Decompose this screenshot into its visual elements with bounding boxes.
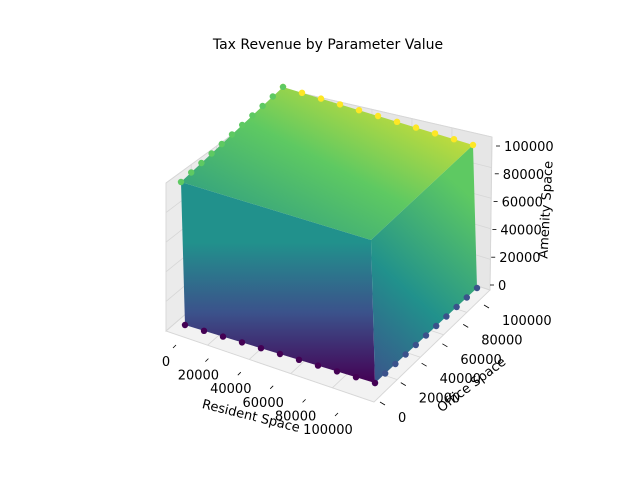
z-tick-label: 40000 bbox=[500, 223, 541, 238]
data-point bbox=[463, 294, 470, 301]
data-point bbox=[412, 124, 420, 131]
grid-line bbox=[373, 289, 491, 403]
x-tick-label: 80000 bbox=[275, 409, 316, 424]
y-tick-label: 40000 bbox=[440, 372, 481, 387]
x-tick-mark bbox=[237, 371, 242, 376]
data-point bbox=[188, 169, 195, 176]
data-point bbox=[412, 341, 419, 349]
data-point bbox=[238, 339, 246, 346]
y-tick-mark bbox=[462, 324, 469, 328]
data-point bbox=[298, 89, 306, 97]
data-point bbox=[352, 374, 360, 381]
y-tick-label: 100000 bbox=[502, 314, 552, 329]
z-axis-label: Amenity Space bbox=[536, 161, 556, 260]
z-tick-label: 100000 bbox=[504, 140, 554, 155]
axis-ticks: 0200004000060000800001000000200004000060… bbox=[162, 140, 554, 438]
data-point bbox=[249, 112, 256, 119]
data-point bbox=[198, 159, 205, 167]
data-point bbox=[336, 101, 344, 108]
y-tick-mark bbox=[421, 362, 427, 367]
data-point bbox=[433, 322, 440, 330]
cube-side-face bbox=[371, 145, 477, 383]
data-point bbox=[450, 136, 458, 143]
x-tick-label: 100000 bbox=[303, 423, 353, 438]
y-tick-mark bbox=[379, 401, 386, 406]
data-point bbox=[279, 83, 287, 91]
grid-line bbox=[165, 330, 375, 403]
x-tick-label: 20000 bbox=[178, 369, 219, 384]
data-point bbox=[402, 351, 409, 358]
data-point bbox=[276, 350, 284, 358]
z-tick-label: 20000 bbox=[499, 251, 540, 266]
y-tick-mark bbox=[400, 382, 407, 386]
y-tick-mark bbox=[483, 304, 490, 309]
x-tick-mark bbox=[269, 385, 274, 390]
data-point bbox=[392, 360, 399, 368]
chart-title: Tax Revenue by Parameter Value bbox=[212, 37, 443, 53]
cube-front-face bbox=[181, 182, 375, 383]
data-point bbox=[374, 112, 382, 120]
grid-line bbox=[489, 136, 493, 291]
data-point bbox=[177, 178, 185, 186]
y-tick-label: 60000 bbox=[460, 353, 501, 368]
grid-line bbox=[291, 90, 493, 138]
data-point bbox=[269, 93, 276, 100]
data-point bbox=[218, 140, 225, 148]
data-point bbox=[219, 333, 227, 340]
data-point bbox=[422, 332, 430, 339]
data-point bbox=[200, 327, 208, 334]
data-point bbox=[473, 284, 481, 292]
data-point bbox=[181, 321, 189, 329]
z-tick-label: 80000 bbox=[503, 168, 544, 183]
x-tick-label: 40000 bbox=[210, 382, 251, 397]
data-point bbox=[453, 303, 460, 311]
data-point bbox=[371, 379, 379, 387]
y-tick-label: 0 bbox=[398, 411, 406, 426]
data-point bbox=[382, 370, 389, 377]
x-tick-label: 0 bbox=[162, 355, 170, 370]
data-point bbox=[314, 362, 322, 369]
data-point bbox=[355, 107, 363, 114]
data-point bbox=[469, 141, 477, 149]
data-point bbox=[208, 150, 215, 157]
data-point bbox=[393, 118, 401, 126]
data-point bbox=[239, 121, 246, 129]
x-tick-mark bbox=[172, 344, 177, 349]
data-points-surface bbox=[177, 83, 481, 387]
data-point bbox=[431, 130, 439, 137]
y-tick-mark bbox=[442, 343, 448, 348]
x-tick-mark bbox=[205, 358, 209, 362]
data-point bbox=[257, 345, 265, 352]
data-point bbox=[443, 313, 450, 320]
z-tick-label: 60000 bbox=[502, 196, 543, 211]
x-tick-mark bbox=[334, 412, 339, 417]
data-point bbox=[295, 356, 303, 363]
y-tick-label: 20000 bbox=[419, 392, 460, 407]
x-tick-mark bbox=[302, 399, 306, 403]
data-point bbox=[317, 95, 325, 102]
data-point bbox=[333, 368, 341, 375]
y-tick-label: 80000 bbox=[481, 333, 522, 348]
cube-top-face bbox=[181, 87, 473, 240]
data-point bbox=[228, 131, 236, 138]
z-tick-label: 0 bbox=[498, 279, 506, 294]
x-tick-label: 60000 bbox=[243, 396, 284, 411]
data-point bbox=[259, 102, 266, 110]
